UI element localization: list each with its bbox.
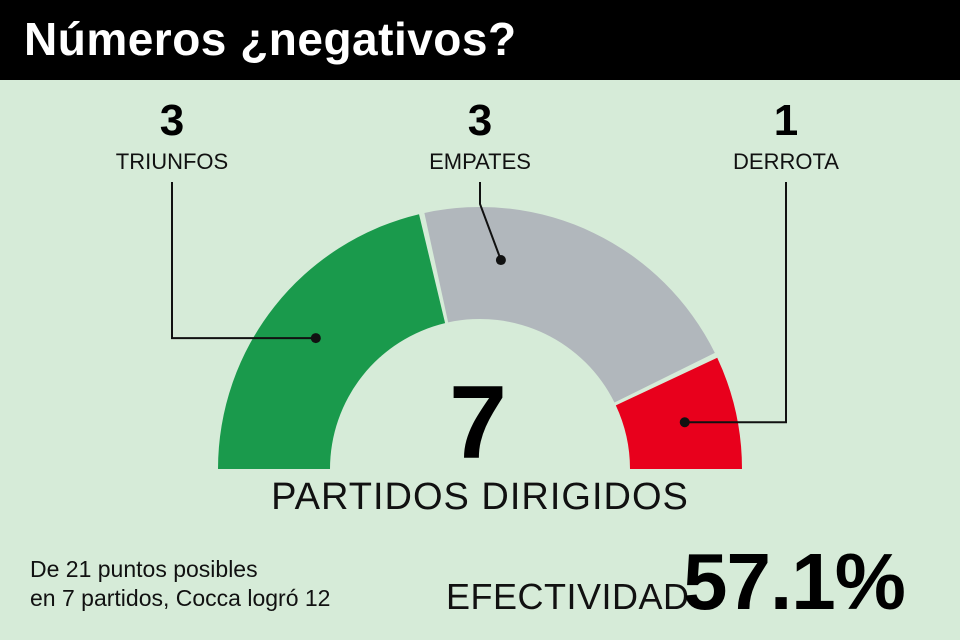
points-note-line-2: en 7 partidos, Cocca logró 12 — [30, 585, 331, 611]
gauge-segment-derrota — [615, 357, 742, 469]
page-title: Números ¿negativos? — [24, 13, 517, 65]
efectividad-value: 57.1% — [683, 537, 906, 626]
total-matches-label: PARTIDOS DIRIGIDOS — [271, 476, 689, 518]
stat-label-empates: EMPATES — [429, 149, 531, 174]
leader-line-empates — [479, 182, 502, 261]
header-bar: Números ¿negativos? — [0, 0, 960, 80]
leader-line-triunfos — [171, 182, 316, 340]
stat-label-triunfos: TRIUNFOS — [116, 149, 228, 174]
stat-value-empates: 3 — [468, 96, 492, 145]
leader-line-derrota — [684, 182, 787, 424]
stat-label-derrota: DERROTA — [733, 149, 839, 174]
gauge-segment-empates — [424, 207, 715, 403]
stat-value-derrota: 1 — [774, 96, 798, 145]
points-note-line-1: De 21 puntos posibles — [30, 556, 258, 582]
stat-value-triunfos: 3 — [160, 96, 184, 145]
total-matches-value: 7 — [449, 365, 507, 480]
leader-dot-empates — [495, 255, 506, 266]
points-note: De 21 puntos posibles en 7 partidos, Coc… — [30, 555, 330, 613]
gauge-segment-triunfos — [218, 214, 446, 469]
leader-dot-derrota — [679, 417, 690, 428]
leader-dot-triunfos — [310, 333, 321, 344]
efectividad-label: EFECTIVIDAD — [446, 576, 690, 617]
gauge-chart: 3 TRIUNFOS 3 EMPATES 1 DERROTA 7 — [116, 96, 840, 480]
